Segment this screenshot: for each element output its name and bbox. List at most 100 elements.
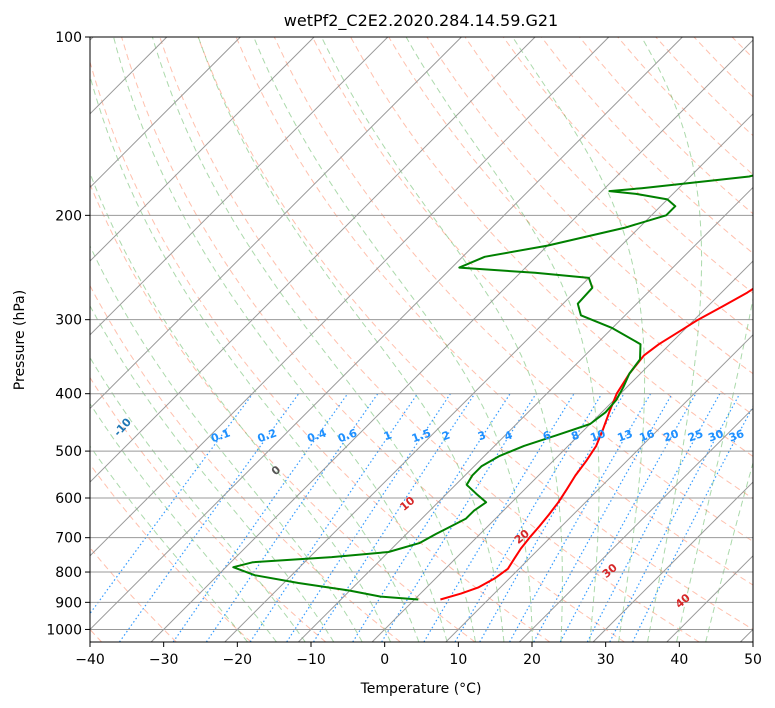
mixing-ratio-label: 6: [541, 428, 553, 443]
temperature-line: [440, 287, 753, 601]
dry-adiabat-line: [617, 37, 753, 176]
moist-adiabat-line: [676, 296, 753, 642]
dry-adiabat-line: [235, 37, 753, 586]
isotherm-line: [150, 39, 753, 642]
moist-adiabat-label: 40: [673, 591, 693, 611]
mixing-ratio-line: [119, 393, 300, 642]
mixing-ratio-line: [533, 393, 673, 642]
y-tick-label: 300: [55, 313, 82, 329]
moist-adiabat-line: [90, 244, 363, 642]
x-tick-label: 20: [523, 652, 541, 668]
moist-adiabat-label: 0: [269, 463, 283, 478]
x-tick-label: 30: [597, 652, 615, 668]
isotherm-line: [90, 37, 610, 557]
dry-adiabat-line: [90, 463, 252, 642]
moist-adiabat-line: [90, 356, 306, 642]
dry-adiabat-label: -20: [33, 386, 56, 410]
dry-adiabat-line: [121, 37, 625, 642]
isotherm-line: [740, 628, 753, 642]
x-tick-label: −20: [223, 652, 253, 668]
isotherms: [90, 37, 753, 642]
y-axis-ticks: 1000 900 800 700 600 500 400 300 200 100: [46, 30, 90, 638]
dry-adiabat-line: [90, 60, 551, 642]
mixing-ratio-line: [312, 393, 476, 642]
y-tick-label: 200: [55, 208, 82, 224]
y-tick-label: 700: [55, 531, 82, 547]
isotherm-line: [90, 37, 683, 631]
y-tick-label: 400: [55, 387, 82, 403]
mixing-ratio-line: [479, 393, 625, 642]
x-tick-label: −30: [149, 652, 179, 668]
mixing-ratio-line: [423, 393, 575, 642]
dry-adiabat-line: [90, 376, 327, 642]
mixing-ratio-line: [632, 405, 753, 642]
mixing-ratio-label: 16: [638, 427, 657, 445]
mixing-ratio-lines: [90, 393, 753, 642]
dry-adiabat-line: [90, 182, 476, 642]
moist-adiabat-line: [90, 74, 420, 642]
dewpoint-line: [232, 174, 753, 601]
isotherm-line: [90, 37, 241, 189]
dry-adiabat-line: [655, 37, 753, 137]
x-tick-label: −10: [296, 652, 326, 668]
moist-adiabat-line: [113, 37, 448, 642]
moist-adiabat-label: 10: [397, 494, 417, 514]
mixing-ratio-label: 1.5: [410, 426, 433, 445]
chart-title: wetPf2_C2E2.2020.284.14.59.G21: [284, 11, 558, 31]
mixing-ratio-label: 4: [503, 428, 515, 443]
moist-adiabats: [90, 37, 753, 642]
isotherm-line: [90, 37, 536, 483]
mixing-ratio-line: [249, 393, 418, 642]
plot-frame: [89, 36, 754, 643]
y-tick-label: 900: [55, 595, 82, 611]
mixing-ratio-label: 0.2: [256, 426, 279, 445]
dry-adiabat-label: -10: [111, 415, 134, 439]
moist-adiabat-line: [705, 461, 753, 642]
mixing-ratio-label: 25: [686, 427, 705, 444]
mixing-ratio-label: 1: [382, 428, 394, 443]
dry-adiabat-line: [273, 37, 753, 543]
isotherm-line: [90, 37, 389, 336]
dry-adiabats: [90, 37, 753, 642]
isotherm-line: [90, 37, 462, 410]
mixing-ratio-line: [352, 393, 511, 642]
moist-adiabat-line: [90, 304, 335, 642]
moist-adiabat-line: [90, 172, 392, 642]
moist-adiabat-line: [151, 37, 476, 642]
y-tick-label: 100: [55, 30, 82, 46]
mixing-ratio-label: 0.6: [336, 426, 359, 445]
moist-adiabat-line: [405, 37, 600, 642]
moist-adiabat-line: [90, 402, 277, 642]
x-axis-label: Temperature (°C): [360, 681, 482, 697]
isotherm-line: [90, 37, 315, 262]
mixing-ratio-label: 3: [476, 428, 488, 443]
dry-adiabat-line: [311, 37, 753, 500]
y-tick-label: 800: [55, 565, 82, 581]
mixing-ratio-line: [381, 393, 537, 642]
moist-adiabat-line: [253, 37, 533, 642]
mixing-ratio-label: 8: [569, 428, 581, 443]
dry-adiabat-line: [350, 37, 753, 458]
moist-adiabat-line: [90, 445, 248, 642]
mixing-ratio-line: [172, 393, 349, 642]
mixing-ratio-label: 13: [616, 427, 635, 444]
mixing-ratio-label: 30: [706, 427, 725, 445]
x-axis-ticks: −40 −30 −20 −10 0 10 20 30 40 50: [75, 642, 762, 668]
isotherm-line: [298, 186, 753, 642]
isotherm-line: [445, 334, 753, 642]
x-tick-label: 40: [670, 652, 688, 668]
moist-adiabat-line: [321, 37, 563, 642]
dry-adiabat-line: [541, 37, 753, 254]
dry-adiabat-line: [90, 284, 401, 642]
mixing-ratio-label: 0.1: [209, 426, 232, 445]
x-tick-label: 0: [380, 652, 389, 668]
y-axis-label: Pressure (hPa): [12, 290, 28, 390]
isotherm-line: [224, 113, 753, 642]
isotherm-line: [519, 407, 753, 642]
mixing-ratio-label: 2: [440, 428, 452, 443]
mixing-ratio-label: 10: [588, 427, 607, 445]
profile-series: [232, 174, 753, 601]
y-tick-label: 500: [55, 444, 82, 460]
